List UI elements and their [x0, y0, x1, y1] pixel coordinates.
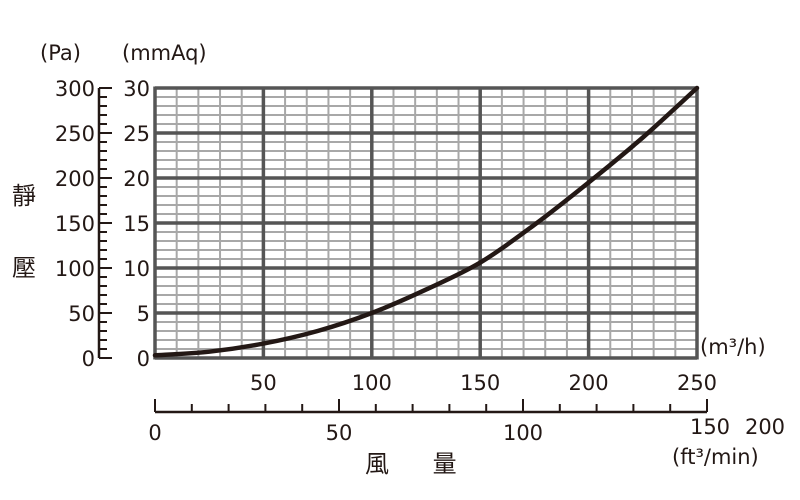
y-tick-label-mmaq: 5 [137, 302, 150, 326]
ft3min-unit-label: (ft³/min) [672, 445, 759, 469]
y-tick-label-mmaq: 30 [123, 77, 150, 101]
x2-tick-label-ft3min: 0 [148, 421, 161, 445]
y-axis-title-char-1: 靜 [12, 182, 36, 210]
y-tick-label-mmaq: 15 [123, 212, 150, 236]
x2-tick-label-ft3min: 50 [326, 421, 353, 445]
static-pressure-curve [152, 85, 700, 358]
mmaq-unit-label: (mmAq) [122, 41, 207, 65]
x2-tick-label-ft3min: 200 [745, 415, 785, 439]
x-axis-title: 風 量 [365, 450, 475, 478]
y-tick-label-pa: 250 [55, 122, 95, 146]
x2-tick-label-ft3min: 100 [503, 421, 543, 445]
x-tick-label-m3h: 200 [569, 371, 609, 395]
y-tick-label-mmaq: 20 [123, 167, 150, 191]
ft3min-axis [154, 399, 708, 414]
y-tick-label-pa: 0 [82, 347, 95, 371]
x-tick-label-m3h: 250 [677, 371, 717, 395]
pa-axis [97, 87, 112, 359]
x-tick-label-m3h: 150 [460, 371, 500, 395]
m3h-unit-label: (m³/h) [700, 335, 766, 359]
y-tick-label-pa: 150 [55, 212, 95, 236]
y-tick-label-pa: 50 [68, 302, 95, 326]
y-tick-label-pa: 200 [55, 167, 95, 191]
y-tick-label-pa: 100 [55, 257, 95, 281]
x-tick-label-m3h: 100 [352, 371, 392, 395]
y-tick-label-mmaq: 10 [123, 257, 150, 281]
x2-tick-label-ft3min: 150 [690, 415, 730, 439]
x-tick-label-m3h: 50 [250, 371, 277, 395]
y-tick-label-pa: 300 [55, 77, 95, 101]
y-tick-label-mmaq: 0 [137, 347, 150, 371]
y-axis-title-char-2: 壓 [12, 254, 36, 282]
pa-unit-label: (Pa) [40, 41, 81, 65]
y-tick-label-mmaq: 25 [123, 122, 150, 146]
major-grid [153, 86, 699, 360]
